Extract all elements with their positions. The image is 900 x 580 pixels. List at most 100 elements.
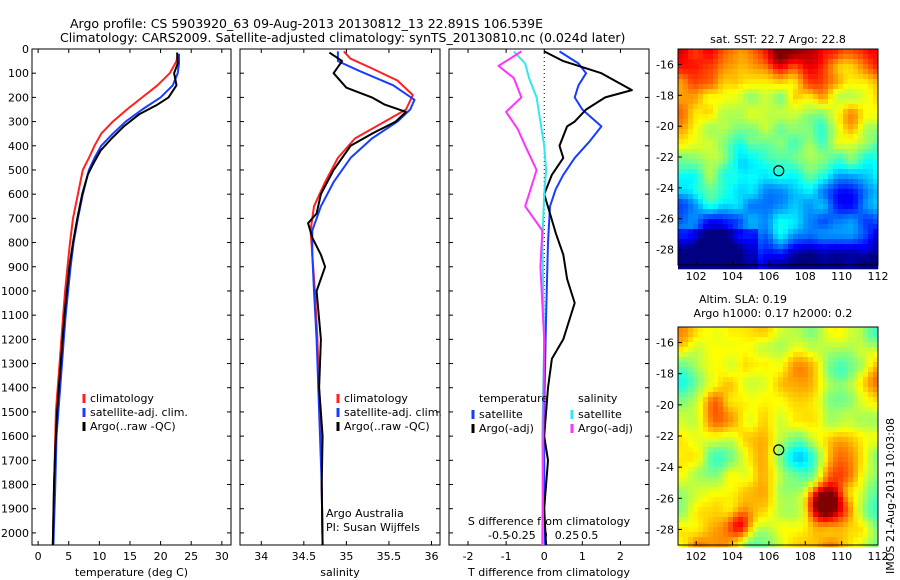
heatmap-cell — [808, 517, 814, 523]
heatmap-cell — [718, 382, 724, 388]
heatmap-cell — [788, 219, 794, 225]
heatmap-cell — [838, 347, 844, 353]
heatmap-cell — [748, 84, 754, 90]
heatmap-cell — [853, 497, 859, 503]
heatmap-cell — [778, 244, 784, 250]
heatmap-cell — [693, 164, 699, 170]
heatmap-cell — [683, 432, 689, 438]
heatmap-cell — [778, 79, 784, 85]
heatmap-cell — [708, 407, 714, 413]
heatmap-cell — [858, 472, 864, 478]
heatmap-cell — [788, 169, 794, 175]
heatmap-cell — [763, 447, 769, 453]
heatmap-cell — [783, 204, 789, 210]
heatmap-cell — [848, 332, 854, 338]
heatmap-cell — [818, 457, 824, 463]
heatmap-cell — [873, 169, 879, 175]
heatmap-cell — [798, 164, 804, 170]
sst-map-y-tick-label: -28 — [656, 244, 674, 257]
heatmap-cell — [703, 417, 709, 423]
heatmap-cell — [698, 99, 704, 105]
heatmap-cell — [833, 477, 839, 483]
heatmap-cell — [698, 79, 704, 85]
heatmap-cell — [693, 154, 699, 160]
heatmap-cell — [728, 219, 734, 225]
heatmap-cell — [753, 487, 759, 493]
heatmap-cell — [733, 119, 739, 125]
heatmap-cell — [813, 492, 819, 498]
heatmap-cell — [838, 169, 844, 175]
sla-map-x-tick-label: 106 — [758, 550, 779, 563]
heatmap-cell — [708, 452, 714, 458]
heatmap-cell — [868, 184, 874, 190]
heatmap-cell — [768, 457, 774, 463]
heatmap-cell — [858, 209, 864, 215]
heatmap-cell — [803, 522, 809, 528]
heatmap-cell — [843, 357, 849, 363]
heatmap-cell — [768, 432, 774, 438]
heatmap-cell — [803, 174, 809, 180]
heatmap-cell — [703, 84, 709, 90]
heatmap-cell — [843, 99, 849, 105]
heatmap-cell — [723, 367, 729, 373]
heatmap-cell — [688, 342, 694, 348]
heatmap-cell — [703, 452, 709, 458]
heatmap-cell — [678, 244, 684, 250]
heatmap-cell — [773, 154, 779, 160]
heatmap-cell — [763, 94, 769, 100]
heatmap-cell — [768, 214, 774, 220]
heatmap-cell — [838, 104, 844, 110]
heatmap-cell — [728, 502, 734, 508]
heatmap-cell — [798, 99, 804, 105]
heatmap-cell — [823, 367, 829, 373]
heatmap-cell — [743, 407, 749, 413]
heatmap-cell — [758, 229, 764, 235]
heatmap-cell — [768, 134, 774, 140]
heatmap-cell — [738, 472, 744, 478]
heatmap-cell — [723, 337, 729, 343]
heatmap-cell — [698, 134, 704, 140]
heatmap-cell — [748, 497, 754, 503]
heatmap-cell — [688, 442, 694, 448]
heatmap-cell — [788, 407, 794, 413]
heatmap-cell — [783, 244, 789, 250]
heatmap-cell — [678, 457, 684, 463]
heatmap-cell — [813, 507, 819, 513]
heatmap-cell — [703, 497, 709, 503]
heatmap-cell — [863, 427, 869, 433]
heatmap-cell — [758, 427, 764, 433]
heatmap-cell — [793, 209, 799, 215]
heatmap-cell — [733, 199, 739, 205]
heatmap-cell — [683, 94, 689, 100]
heatmap-cell — [688, 239, 694, 245]
heatmap-cell — [708, 362, 714, 368]
heatmap-cell — [853, 179, 859, 185]
heatmap-cell — [708, 124, 714, 130]
heatmap-cell — [848, 244, 854, 250]
heatmap-cell — [708, 204, 714, 210]
heatmap-cell — [708, 417, 714, 423]
heatmap-cell — [698, 254, 704, 260]
heatmap-cell — [688, 347, 694, 353]
heatmap-cell — [788, 119, 794, 125]
heatmap-cell — [753, 89, 759, 95]
heatmap-cell — [793, 492, 799, 498]
heatmap-cell — [763, 74, 769, 80]
heatmap-cell — [853, 189, 859, 195]
heatmap-cell — [863, 119, 869, 125]
heatmap-cell — [678, 209, 684, 215]
heatmap-cell — [773, 497, 779, 503]
heatmap-cell — [833, 69, 839, 75]
heatmap-cell — [688, 79, 694, 85]
heatmap-cell — [683, 527, 689, 533]
heatmap-cell — [763, 502, 769, 508]
heatmap-cell — [688, 174, 694, 180]
heatmap-cell — [873, 437, 879, 443]
heatmap-cell — [763, 54, 769, 60]
heatmap-cell — [763, 259, 769, 265]
heatmap-cell — [698, 517, 704, 523]
heatmap-cell — [828, 432, 834, 438]
heatmap-cell — [868, 74, 874, 80]
heatmap-cell — [783, 467, 789, 473]
